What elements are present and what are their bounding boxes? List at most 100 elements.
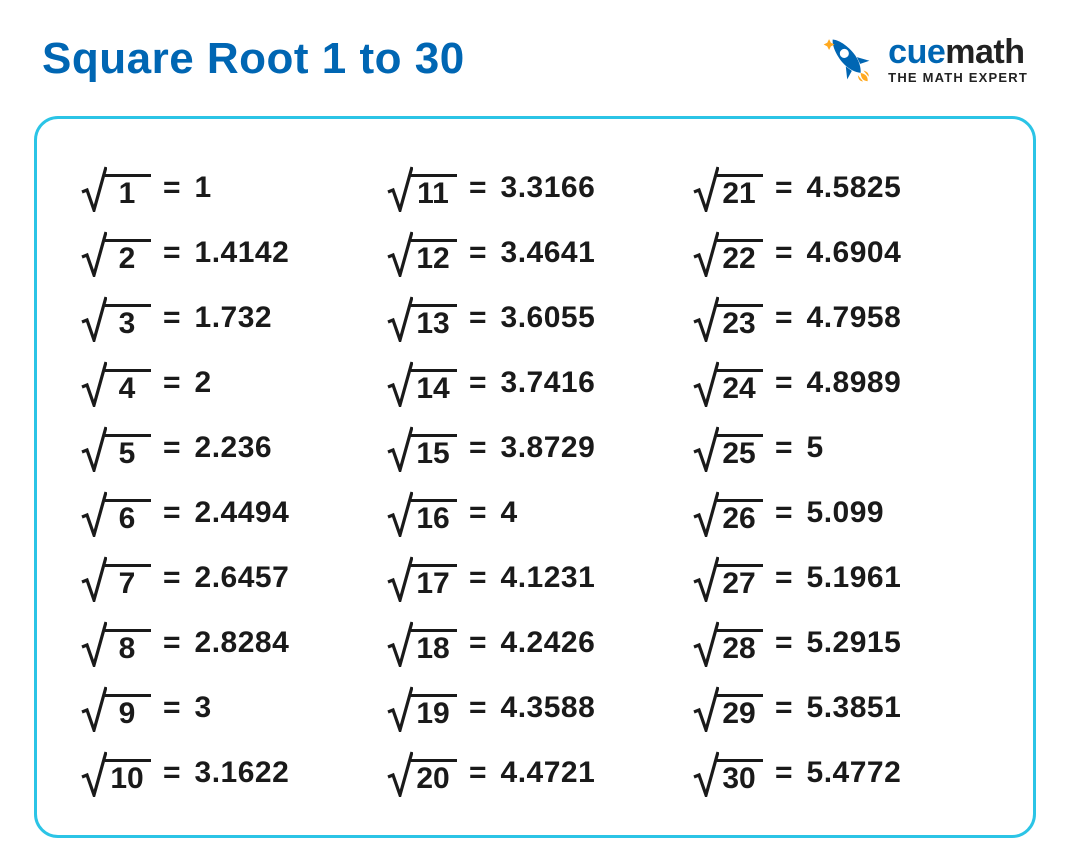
sqrt-entry: 24=4.8989 bbox=[693, 350, 989, 415]
equals-sign: = bbox=[775, 756, 793, 790]
sqrt-entry: 8 = 2.8284 bbox=[81, 610, 377, 675]
sqrt-symbol: 14 bbox=[387, 359, 457, 407]
sqrt-symbol: 4 bbox=[81, 359, 151, 407]
page-title: Square Root 1 to 30 bbox=[42, 34, 465, 84]
radicand: 3 bbox=[105, 304, 151, 342]
radicand: 17 bbox=[411, 564, 457, 602]
radicand: 14 bbox=[411, 369, 457, 407]
sqrt-entry: 5=2.236 bbox=[81, 415, 377, 480]
rocket-icon bbox=[820, 30, 878, 88]
radicand: 25 bbox=[717, 434, 763, 472]
sqrt-symbol: 21 bbox=[693, 164, 763, 212]
sqrt-value: 3.7416 bbox=[501, 366, 596, 400]
sqrt-value: 3.4641 bbox=[501, 236, 596, 270]
sqrt-value: 4.4721 bbox=[501, 756, 596, 790]
sqrt-entry: 2 = 1.4142 bbox=[81, 220, 377, 285]
sqrt-symbol: 18 bbox=[387, 619, 457, 667]
brand-logo: cuemath THE MATH EXPERT bbox=[820, 30, 1028, 88]
equals-sign: = bbox=[163, 366, 181, 400]
radicand: 15 bbox=[411, 434, 457, 472]
sqrt-symbol: 5 bbox=[81, 424, 151, 472]
sqrt-symbol: 25 bbox=[693, 424, 763, 472]
radicand: 23 bbox=[717, 304, 763, 342]
sqrt-entry: 23=4.7958 bbox=[693, 285, 989, 350]
equals-sign: = bbox=[775, 561, 793, 595]
equals-sign: = bbox=[469, 626, 487, 660]
equals-sign: = bbox=[469, 431, 487, 465]
radicand: 21 bbox=[717, 174, 763, 212]
radicand: 8 bbox=[105, 629, 151, 667]
sqrt-symbol: 30 bbox=[693, 749, 763, 797]
sqrt-value: 5 bbox=[807, 431, 824, 465]
sqrt-entry: 11=3.3166 bbox=[387, 155, 683, 220]
sqrt-entry: 30=5.4772 bbox=[693, 740, 989, 805]
sqrt-value: 3 bbox=[195, 691, 212, 725]
sqrt-entry: 19 = 4.3588 bbox=[387, 675, 683, 740]
radicand: 26 bbox=[717, 499, 763, 537]
column-2: 11=3.3166 12=3.4641 13=3.6055 14=3.7416 … bbox=[387, 155, 683, 805]
sqrt-value: 4.3588 bbox=[501, 691, 596, 725]
sqrt-entry: 12=3.4641 bbox=[387, 220, 683, 285]
sqrt-value: 1.4142 bbox=[195, 236, 290, 270]
equals-sign: = bbox=[163, 301, 181, 335]
sqrt-value: 2 bbox=[195, 366, 212, 400]
sqrt-symbol: 9 bbox=[81, 684, 151, 732]
sqrt-value: 2.6457 bbox=[195, 561, 290, 595]
equals-sign: = bbox=[469, 366, 487, 400]
sqrt-symbol: 28 bbox=[693, 619, 763, 667]
radicand: 24 bbox=[717, 369, 763, 407]
sqrt-symbol: 20 bbox=[387, 749, 457, 797]
radicand: 5 bbox=[105, 434, 151, 472]
sqrt-symbol: 3 bbox=[81, 294, 151, 342]
radicand: 20 bbox=[411, 759, 457, 797]
sqrt-symbol: 24 bbox=[693, 359, 763, 407]
equals-sign: = bbox=[469, 756, 487, 790]
brand-name: cuemath bbox=[888, 35, 1028, 69]
column-1: 1=1 2=1.4142 3=1.732 4=2 5=2.236 6=2.449… bbox=[81, 155, 377, 805]
sqrt-entry: 6=2.4494 bbox=[81, 480, 377, 545]
equals-sign: = bbox=[163, 756, 181, 790]
sqrt-entry: 18 = 4.2426 bbox=[387, 610, 683, 675]
radicand: 10 bbox=[105, 759, 151, 797]
radicand: 19 bbox=[411, 694, 457, 732]
radicand: 12 bbox=[411, 239, 457, 277]
column-3: 21=4.5825 22=4.6904 23=4.7958 24=4.8989 … bbox=[693, 155, 989, 805]
equals-sign: = bbox=[775, 626, 793, 660]
equals-sign: = bbox=[469, 301, 487, 335]
sqrt-entry: 20 = 4.4721 bbox=[387, 740, 683, 805]
brand-text: cuemath THE MATH EXPERT bbox=[888, 35, 1028, 84]
radicand: 18 bbox=[411, 629, 457, 667]
sqrt-symbol: 2 bbox=[81, 229, 151, 277]
sqrt-value: 4.6904 bbox=[807, 236, 902, 270]
radicand: 9 bbox=[105, 694, 151, 732]
sqrt-entry: 22 = 4.6904 bbox=[693, 220, 989, 285]
radicand: 4 bbox=[105, 369, 151, 407]
sqrt-symbol: 17 bbox=[387, 554, 457, 602]
sqrt-entry: 14 = 3.7416 bbox=[387, 350, 683, 415]
sqrt-symbol: 19 bbox=[387, 684, 457, 732]
equals-sign: = bbox=[163, 626, 181, 660]
sqrt-symbol: 26 bbox=[693, 489, 763, 537]
radicand: 30 bbox=[717, 759, 763, 797]
sqrt-symbol: 13 bbox=[387, 294, 457, 342]
sqrt-entry: 21=4.5825 bbox=[693, 155, 989, 220]
brand-part2: math bbox=[945, 33, 1024, 71]
equals-sign: = bbox=[469, 561, 487, 595]
sqrt-value: 5.1961 bbox=[807, 561, 902, 595]
sqrt-entry: 4 = 2 bbox=[81, 350, 377, 415]
equals-sign: = bbox=[163, 691, 181, 725]
sqrt-entry: 28=5.2915 bbox=[693, 610, 989, 675]
equals-sign: = bbox=[163, 236, 181, 270]
equals-sign: = bbox=[469, 496, 487, 530]
sqrt-symbol: 11 bbox=[387, 164, 457, 212]
header: Square Root 1 to 30 cuemath THE MATH EXP… bbox=[34, 30, 1036, 88]
sqrt-symbol: 22 bbox=[693, 229, 763, 277]
radicand: 2 bbox=[105, 239, 151, 277]
equals-sign: = bbox=[775, 236, 793, 270]
sqrt-entry: 3=1.732 bbox=[81, 285, 377, 350]
equals-sign: = bbox=[469, 691, 487, 725]
sqrt-value: 4.2426 bbox=[501, 626, 596, 660]
equals-sign: = bbox=[163, 496, 181, 530]
equals-sign: = bbox=[775, 366, 793, 400]
sqrt-value: 2.8284 bbox=[195, 626, 290, 660]
